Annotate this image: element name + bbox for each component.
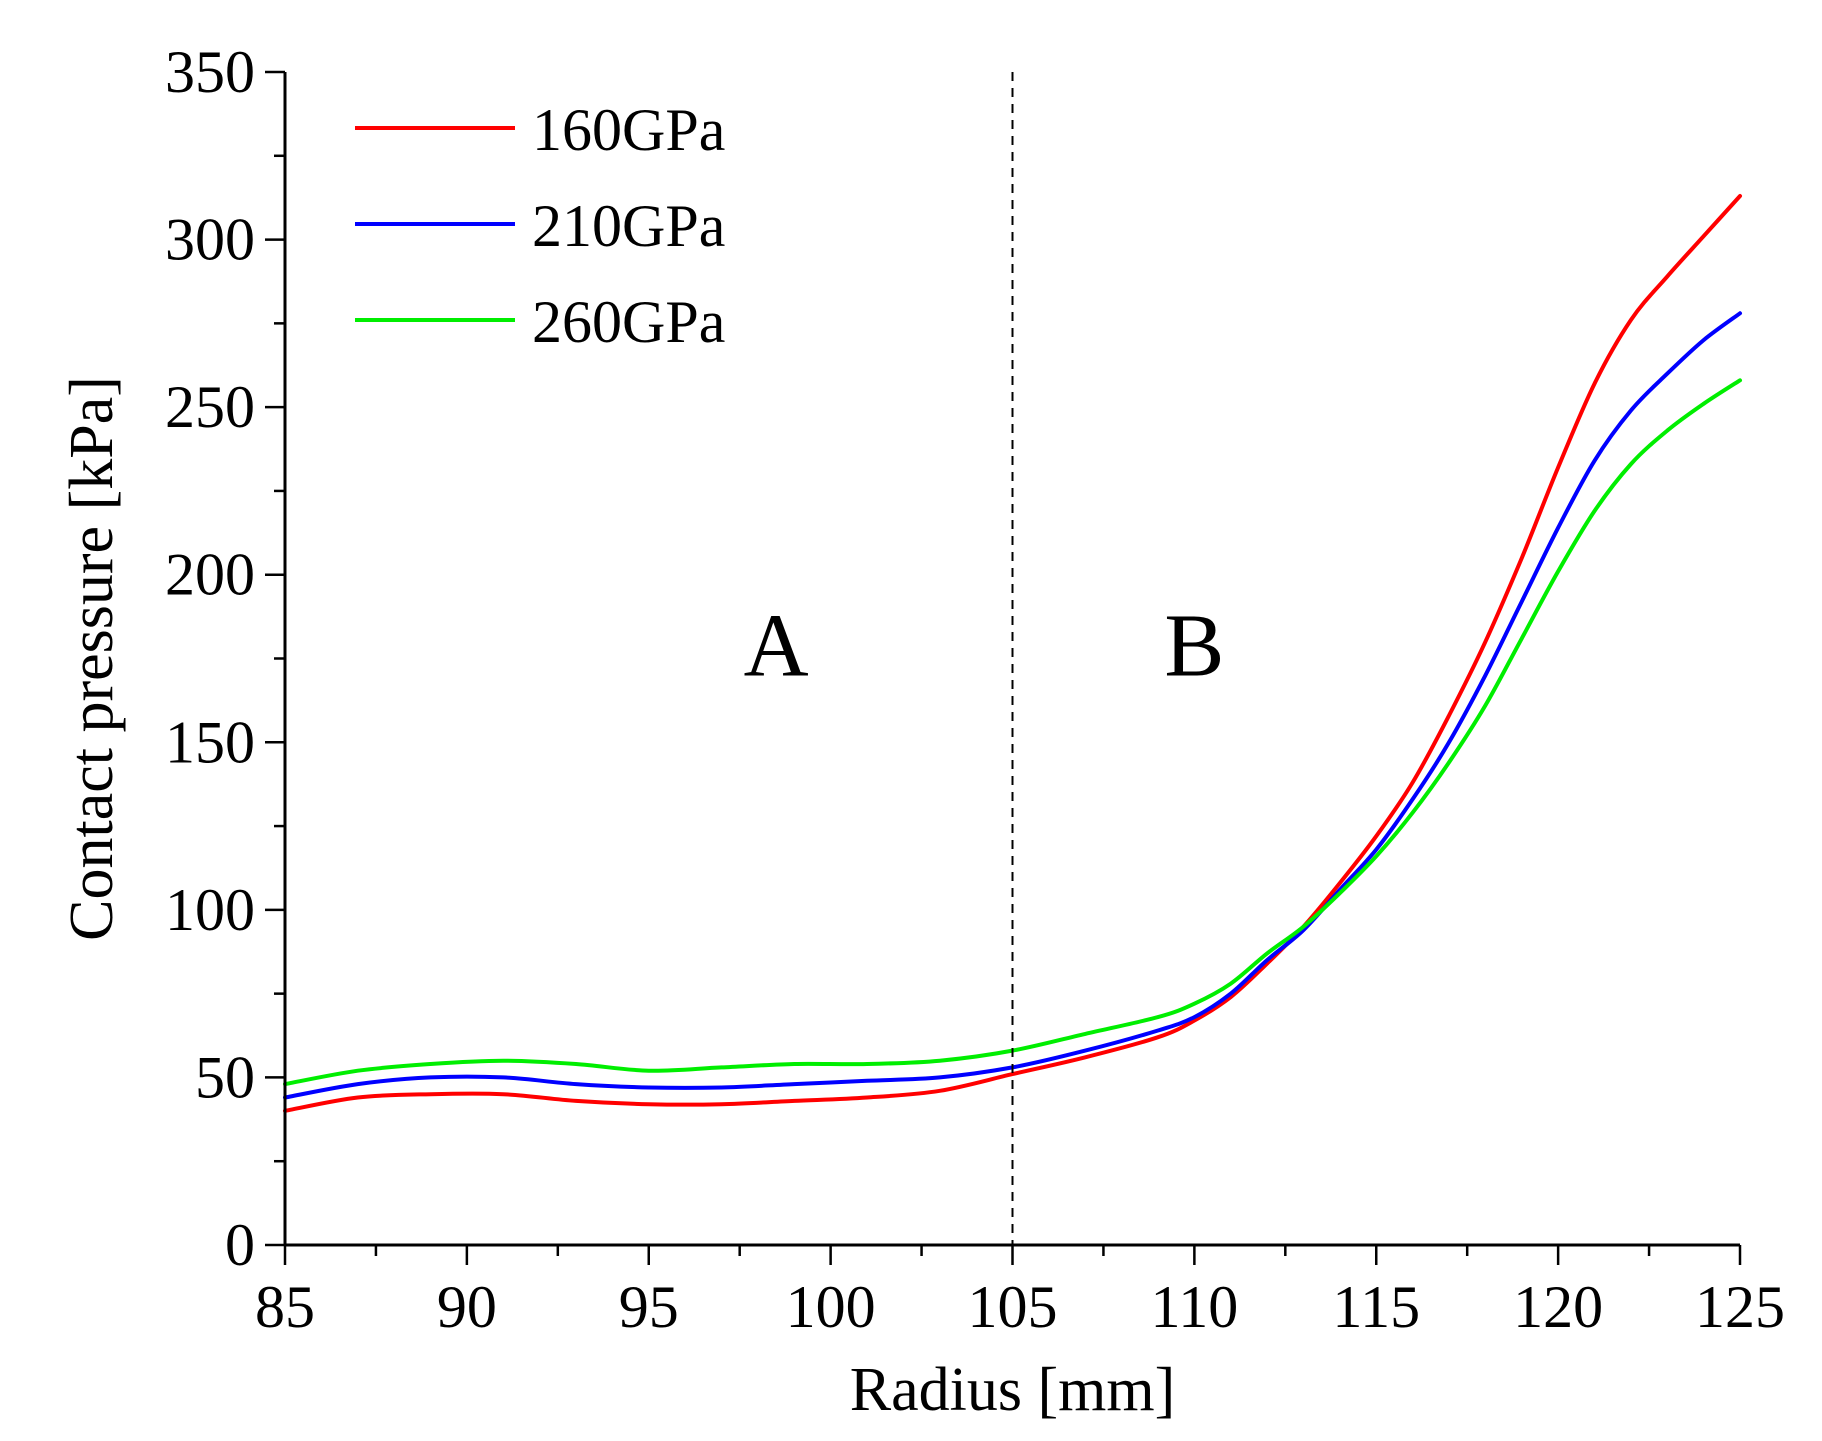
y-tick-label: 200 xyxy=(165,542,255,608)
x-tick-label: 90 xyxy=(437,1274,497,1340)
series-line-260GPa xyxy=(283,378,1742,1087)
plot-area xyxy=(283,194,1742,1113)
series-lines xyxy=(283,194,1742,1113)
x-tick-label: 85 xyxy=(255,1274,315,1340)
series-line-210GPa xyxy=(283,311,1742,1100)
y-tick-label: 0 xyxy=(225,1212,255,1278)
x-tick-label: 105 xyxy=(968,1274,1058,1340)
series-line-160GPa xyxy=(283,194,1742,1113)
x-tick-label: 100 xyxy=(786,1274,876,1340)
y-tick-label: 50 xyxy=(195,1044,255,1110)
y-tick-label: 100 xyxy=(165,877,255,943)
legend-label: 260GPa xyxy=(532,289,725,355)
x-tick-label: 115 xyxy=(1332,1274,1420,1340)
region-label-A: A xyxy=(744,596,809,695)
y-tick-label: 150 xyxy=(165,709,255,775)
y-axis-title: Contact pressure [kPa] xyxy=(58,376,126,941)
x-tick-label: 110 xyxy=(1150,1274,1238,1340)
x-axis-title: Radius [mm] xyxy=(850,1356,1175,1424)
x-tick-label: 120 xyxy=(1513,1274,1603,1340)
legend-label: 210GPa xyxy=(532,193,725,259)
region-label-B: B xyxy=(1164,596,1224,695)
y-tick-label: 300 xyxy=(165,207,255,273)
legend: 160GPa 210GPa 260GPa xyxy=(355,97,725,355)
axis-ticks: 85 90 95 100 105 110 115 120 125 0 50 100 150 200 250 3… xyxy=(165,39,1785,1340)
x-tick-label: 95 xyxy=(619,1274,679,1340)
y-tick-label: 350 xyxy=(165,39,255,105)
legend-label: 160GPa xyxy=(532,97,725,163)
y-tick-label: 250 xyxy=(165,374,255,440)
x-tick-label: 125 xyxy=(1695,1274,1785,1340)
